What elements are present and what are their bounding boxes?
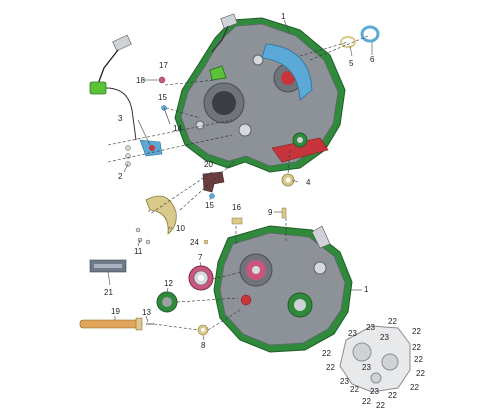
sensor-harness-assembly bbox=[89, 34, 163, 157]
callout-17: 17 bbox=[159, 61, 168, 70]
callout-12: 12 bbox=[164, 279, 173, 288]
callout-15-upper: 15 bbox=[158, 93, 167, 102]
callout-20: 20 bbox=[204, 160, 213, 169]
callout-14: 14 bbox=[173, 124, 182, 133]
callout-22: 22 bbox=[416, 369, 425, 378]
callout-22: 22 bbox=[388, 391, 397, 400]
callout-22: 22 bbox=[326, 363, 335, 372]
callout-22: 22 bbox=[410, 383, 419, 392]
callout-labels: 1 1 2 3 4 5 6 7 8 9 10 11 12 13 14 15 15… bbox=[104, 12, 425, 410]
assembly-dashed-lines bbox=[107, 35, 369, 331]
callout-22: 22 bbox=[414, 355, 423, 364]
callout-22: 22 bbox=[412, 327, 421, 336]
callout-23: 23 bbox=[370, 387, 379, 396]
callout-16: 16 bbox=[232, 203, 241, 212]
callout-22: 22 bbox=[376, 401, 385, 410]
callout-8: 8 bbox=[201, 341, 206, 350]
leader-lines bbox=[107, 19, 373, 341]
callout-24: 24 bbox=[190, 238, 199, 247]
callout-22: 22 bbox=[388, 317, 397, 326]
shaft-part-19 bbox=[79, 317, 154, 331]
callout-22: 22 bbox=[322, 349, 331, 358]
callout-15-lower: 15 bbox=[205, 201, 214, 210]
callout-22: 22 bbox=[412, 343, 421, 352]
callout-23: 23 bbox=[348, 329, 357, 338]
wire-connector-top bbox=[211, 13, 238, 53]
bracket-part-20 bbox=[202, 171, 225, 199]
upper-crankcase-half bbox=[174, 17, 346, 173]
nut-part-8 bbox=[197, 324, 209, 336]
callout-23: 23 bbox=[362, 363, 371, 372]
callout-11: 11 bbox=[134, 247, 143, 256]
screws-part-11 bbox=[135, 227, 151, 245]
callout-18: 18 bbox=[136, 76, 145, 85]
brake-shoe-part-10 bbox=[145, 195, 177, 235]
callout-3: 3 bbox=[118, 114, 123, 123]
callout-9: 9 bbox=[268, 208, 273, 217]
callout-19: 19 bbox=[111, 307, 120, 316]
small-parts-16-24-9 bbox=[203, 207, 287, 245]
gear-part-12 bbox=[156, 291, 178, 313]
bearing-part-7 bbox=[188, 265, 214, 291]
callout-22: 22 bbox=[350, 385, 359, 394]
callout-5: 5 bbox=[349, 59, 354, 68]
seal-rings bbox=[340, 25, 380, 48]
callout-23: 23 bbox=[340, 377, 349, 386]
callout-21: 21 bbox=[104, 288, 113, 297]
lower-crankcase-half bbox=[213, 225, 353, 353]
crankcase-bolt-pattern-detail bbox=[339, 325, 411, 393]
callout-7: 7 bbox=[198, 253, 203, 262]
nut-part-4 bbox=[281, 173, 295, 187]
nameplate-part-21 bbox=[89, 259, 127, 273]
callout-23: 23 bbox=[380, 333, 389, 342]
callout-23: 23 bbox=[366, 323, 375, 332]
callout-6: 6 bbox=[370, 55, 375, 64]
callout-1-upper: 1 bbox=[281, 12, 286, 21]
callout-4: 4 bbox=[306, 178, 311, 187]
callout-22: 22 bbox=[362, 397, 371, 406]
callout-1-lower: 1 bbox=[364, 285, 369, 294]
callout-13: 13 bbox=[142, 308, 151, 317]
callout-2: 2 bbox=[118, 172, 123, 181]
callout-10: 10 bbox=[176, 224, 185, 233]
